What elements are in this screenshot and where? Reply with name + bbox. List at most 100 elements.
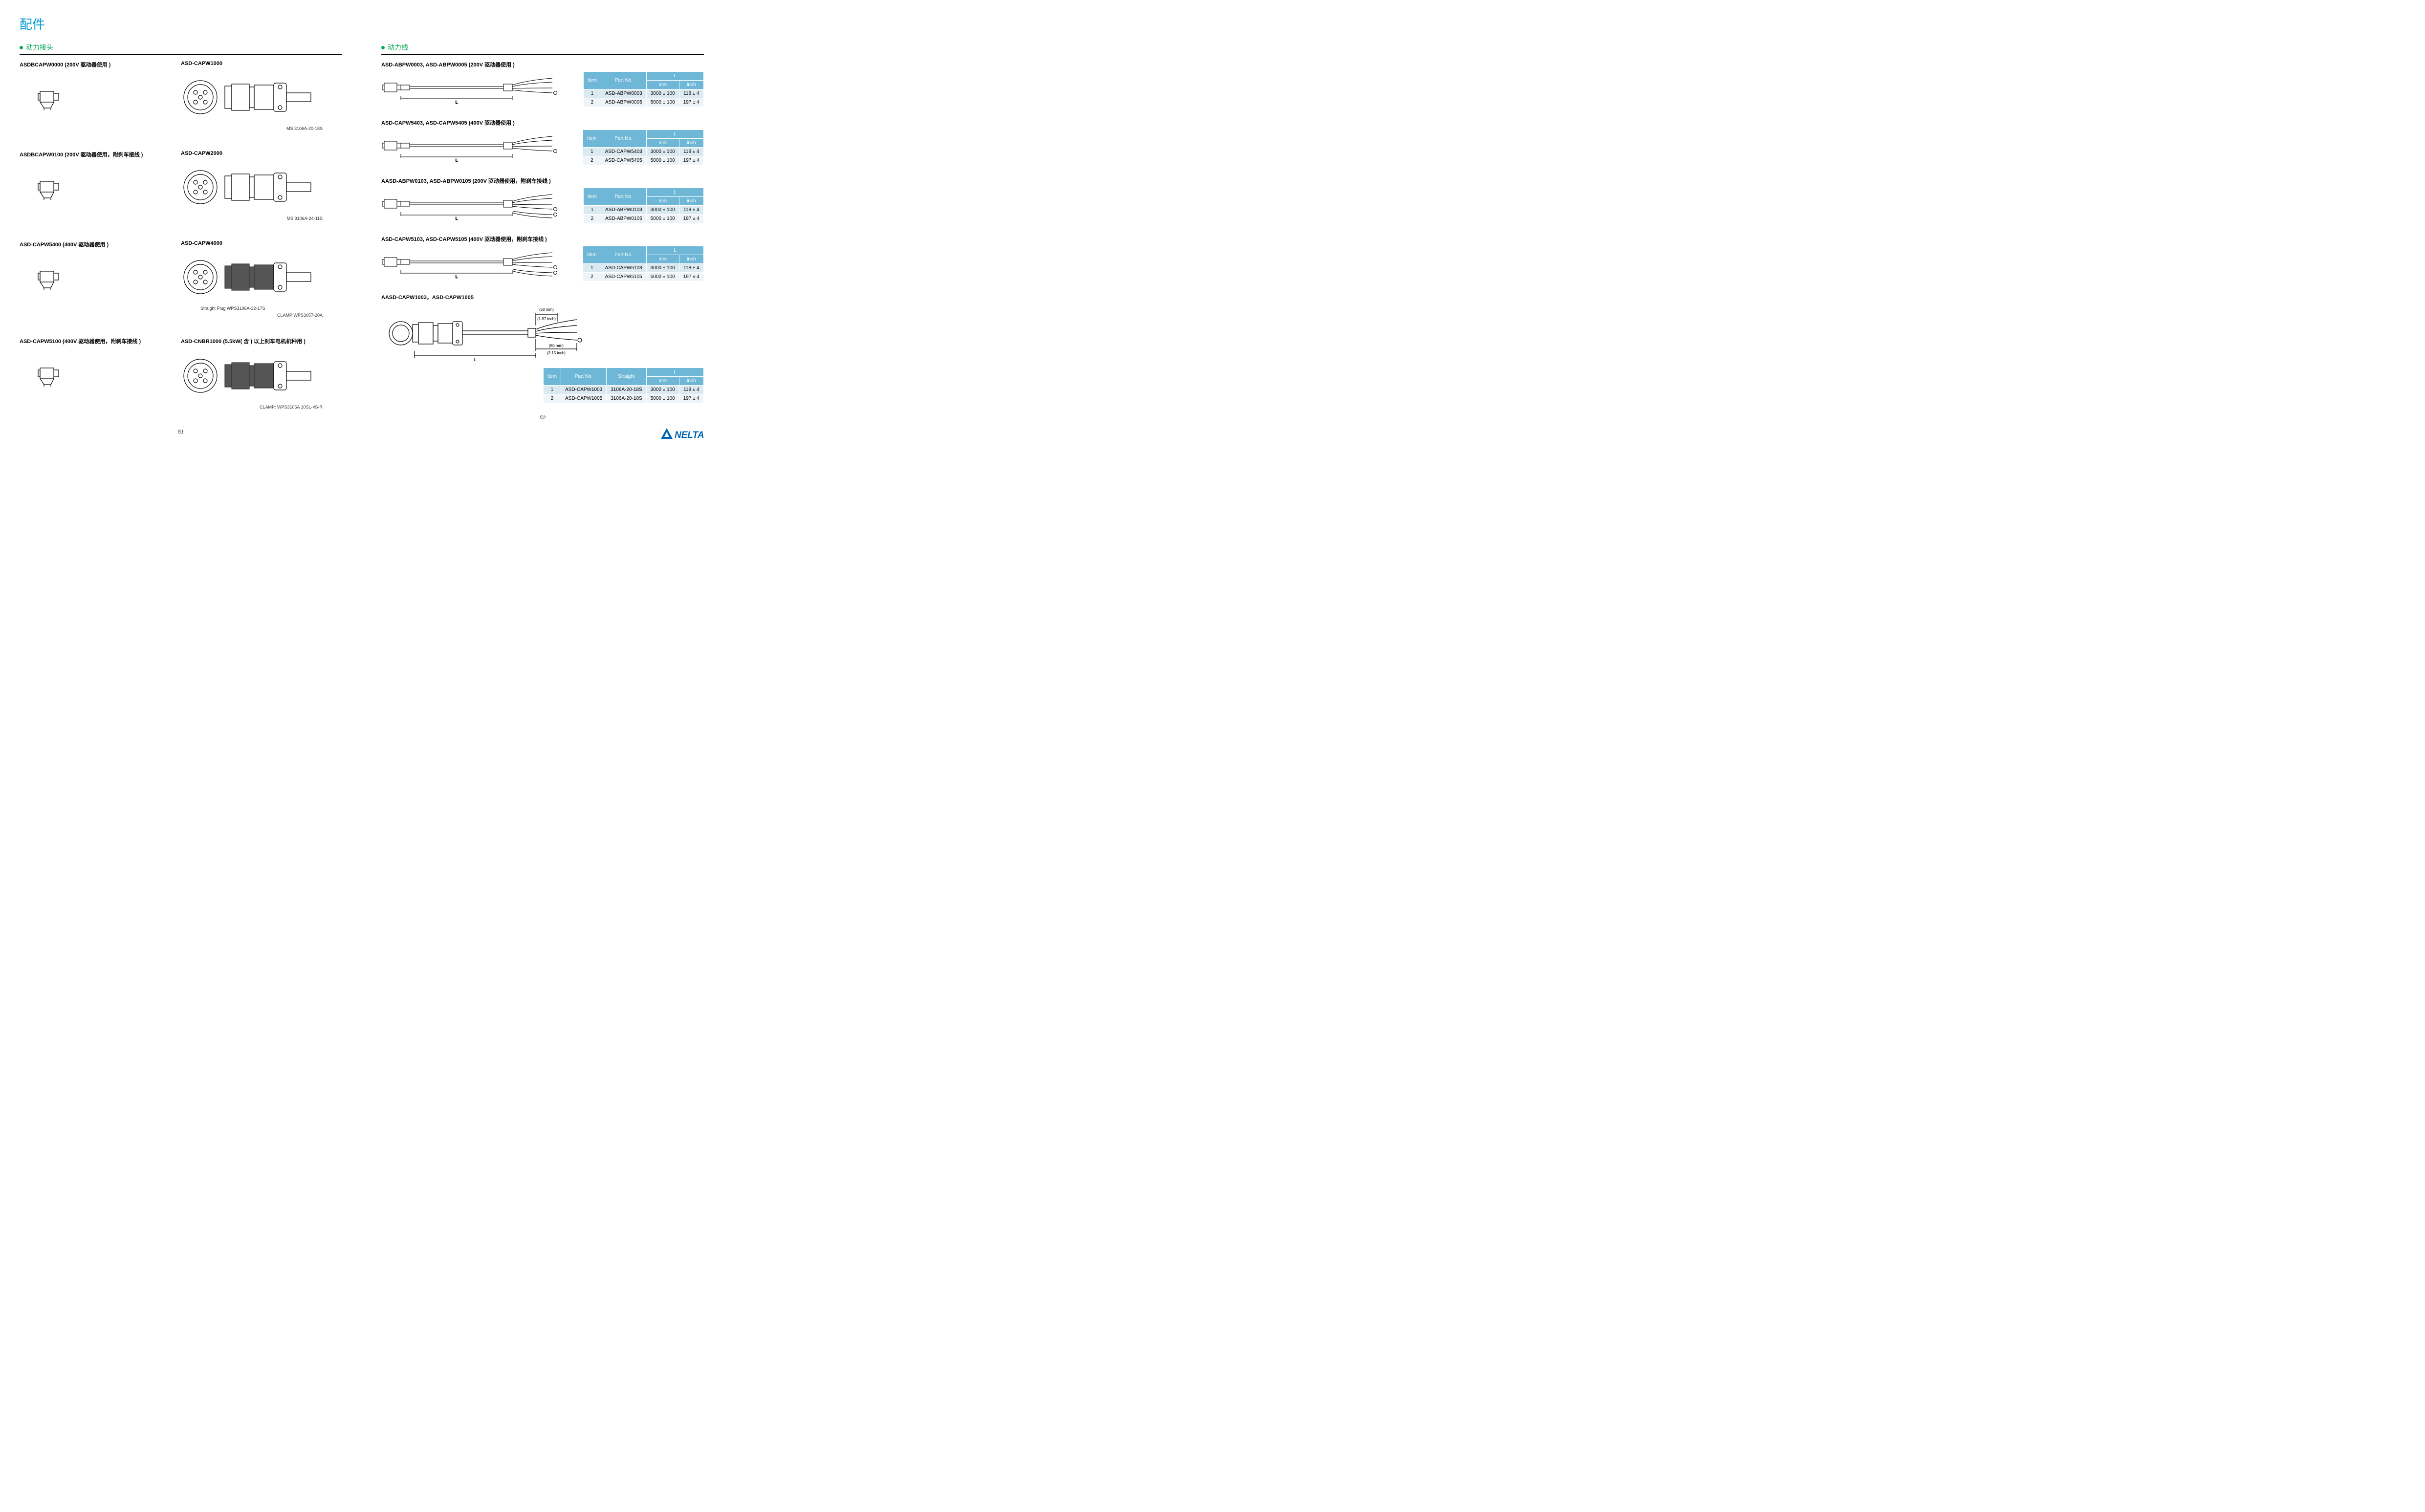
cable-heading: AASD-ABPW0103, ASD-ABPW0105 (200V 驱动器使用，…	[381, 177, 704, 185]
th-straight: Straight	[607, 368, 647, 386]
left-section-header: 动力接头	[20, 43, 342, 55]
table-row: 1 ASD-ABPW0103 3000 ± 100 118 ± 4	[583, 206, 703, 215]
cell-mm: 3000 ± 100	[646, 264, 679, 273]
connector-block: ASDBCAPW0000 (200V 驱动器使用 ) ASD-CAPW1000	[20, 61, 342, 131]
cable-heading: ASD-CAPW5103, ASD-CAPW5105 (400V 驱动器使用，附…	[381, 235, 704, 243]
cell-mm: 5000 ± 100	[646, 98, 679, 107]
cable-table-wrap: Item Part No. L mm inch 1 ASD-CAPW5103 3…	[583, 246, 704, 281]
left-page: 动力接头 ASDBCAPW0000 (200V 驱动器使用 ) ASD-CAPW…	[20, 43, 342, 435]
table-row: 1 ASD-ABPW0003 3000 ± 100 118 ± 4	[583, 89, 703, 98]
th-L: L	[646, 246, 703, 255]
spread: 动力接头 ASDBCAPW0000 (200V 驱动器使用 ) ASD-CAPW…	[20, 43, 704, 435]
spec-table: Item Part No. L mm inch 1 ASD-CAPW5103 3…	[583, 246, 704, 281]
cell-item: 2	[583, 273, 601, 281]
connector-block: ASDBCAPW0100 (200V 驱动器使用，附刹车接线 ) ASD-CAP…	[20, 151, 342, 221]
connector-right-label: ASD-CAPW2000	[181, 151, 342, 156]
th-partno: Part No.	[601, 72, 647, 89]
connector-block: ASD-CAPW5400 (400V 驱动器使用 ) ASD-CAPW4000	[20, 240, 342, 318]
bullet-icon	[381, 46, 385, 49]
spec-table: Item Part No. L mm inch 1 ASD-ABPW0003 3…	[583, 71, 704, 107]
connector-left-label: ASDBCAPW0100 (200V 驱动器使用，附刹车接线 )	[20, 151, 181, 158]
cell-item: 2	[583, 215, 601, 223]
cable-icon: L	[381, 246, 562, 280]
right-page: 动力线 ASD-ABPW0003, ASD-ABPW0005 (200V 驱动器…	[381, 43, 704, 435]
cable-block: ASD-ABPW0003, ASD-ABPW0005 (200V 驱动器使用 )…	[381, 61, 704, 107]
th-mm: mm	[646, 197, 679, 206]
cell-straight: 3106A-20-18S	[607, 394, 647, 403]
left-page-num: 51	[20, 429, 342, 435]
svg-text:L: L	[456, 275, 458, 279]
connector-caption: CLAMP: WPS3106A 10SL-4S-R	[181, 405, 342, 410]
th-item: Item	[543, 368, 561, 386]
cell-item: 2	[543, 394, 561, 403]
th-item: Item	[583, 188, 601, 206]
connector-left-label: ASD-CAPW5100 (400V 驱动器使用，附刹车接线 )	[20, 337, 181, 345]
th-partno: Part No.	[601, 188, 647, 206]
cable-table-wrap: Item Part No. L mm inch 1 ASD-ABPW0003 3…	[583, 71, 704, 107]
cell-mm: 5000 ± 100	[646, 273, 679, 281]
connector-caption: MS 3106A-20-18S	[181, 126, 342, 131]
cell-part: ASD-CAPW1005	[561, 394, 607, 403]
cell-item: 2	[583, 98, 601, 107]
connector-caption: CLAMP:WPS3057-20A	[181, 313, 342, 318]
cell-inch: 118 ± 4	[679, 148, 703, 156]
cell-mm: 5000 ± 100	[646, 215, 679, 223]
connector-right-label: ASD-CAPW4000	[181, 240, 342, 246]
svg-text:(80 mm): (80 mm)	[549, 344, 564, 348]
th-mm: mm	[646, 139, 679, 148]
round-connector-icon	[181, 165, 318, 209]
svg-text:(50 mm): (50 mm)	[539, 307, 554, 312]
table-row: 1 ASD-CAPW1003 3106A-20-18S 3000 ± 100 1…	[543, 386, 703, 394]
right-page-num: 52	[381, 415, 704, 421]
svg-text:L: L	[456, 158, 458, 163]
round-connector-icon	[181, 75, 318, 119]
svg-text:L: L	[474, 357, 476, 362]
cell-mm: 3000 ± 100	[646, 89, 679, 98]
table-row: 2 ASD-CAPW5105 5000 ± 100 197 ± 4	[583, 273, 704, 281]
th-mm: mm	[646, 377, 679, 386]
cell-part: ASD-ABPW0103	[601, 206, 647, 215]
th-item: Item	[583, 246, 601, 264]
table-row: 2 ASD-ABPW0105 5000 ± 100 197 ± 4	[583, 215, 703, 223]
cell-mm: 3000 ± 100	[646, 386, 679, 394]
table-row: 2 ASD-CAPW5405 5000 ± 100 197 ± 4	[583, 156, 704, 165]
small-connector-icon	[34, 264, 64, 294]
cell-item: 1	[583, 89, 601, 98]
th-mm: mm	[646, 81, 679, 89]
cell-mm: 5000 ± 100	[646, 394, 679, 403]
spec-table-big: Item Part No. Straight L mm inch 1 ASD-C…	[543, 367, 704, 403]
small-connector-icon	[34, 85, 64, 114]
small-connector-icon	[34, 361, 64, 390]
logo-text: NELTA	[675, 430, 704, 440]
cable-icon: L	[381, 130, 562, 164]
connector-note: Straight Plug WPS3106A-32-17S	[200, 306, 342, 311]
cable-table-wrap: Item Part No. L mm inch 1 ASD-ABPW0103 3…	[583, 188, 704, 223]
cable-heading: ASD-CAPW5403, ASD-CAPW5405 (400V 驱动器使用 )	[381, 119, 704, 127]
page-title: 配件	[20, 15, 704, 33]
cell-straight: 3106A-20-18S	[607, 386, 647, 394]
cell-inch: 197 ± 4	[679, 156, 703, 165]
cell-item: 1	[583, 264, 601, 273]
cell-mm: 5000 ± 100	[646, 156, 679, 165]
th-L: L	[646, 130, 703, 139]
right-section-title: 动力线	[388, 43, 408, 52]
th-inch: inch	[679, 197, 703, 206]
connector-right-label: ASD-CNBR1000 (5.5kW( 含 ) 以上刹车电机机种用 )	[181, 337, 342, 345]
connector-caption: MS 3106A-24-11S	[181, 216, 342, 221]
cell-part: ASD-CAPW5403	[601, 148, 646, 156]
connector-left-label: ASD-CAPW5400 (400V 驱动器使用 )	[20, 240, 181, 248]
cell-part: ASD-ABPW0105	[601, 215, 647, 223]
th-mm: mm	[646, 255, 679, 264]
small-connector-icon	[34, 174, 64, 204]
cable-heading: AASD-CAPW1003，ASD-CAPW1005	[381, 293, 704, 301]
cell-inch: 197 ± 4	[679, 98, 703, 107]
th-partno: Part No.	[601, 246, 646, 264]
cell-inch: 118 ± 4	[679, 89, 703, 98]
big-cable-icon: (50 mm) (1.97 inch) (80 mm) (3.15 inch) …	[381, 304, 587, 367]
table-row: 1 ASD-CAPW5403 3000 ± 100 118 ± 4	[583, 148, 704, 156]
cable-icon: L	[381, 71, 562, 106]
right-section-header: 动力线	[381, 43, 704, 55]
cell-inch: 197 ± 4	[679, 215, 703, 223]
cell-part: ASD-CAPW5405	[601, 156, 646, 165]
cell-part: ASD-ABPW0003	[601, 89, 647, 98]
